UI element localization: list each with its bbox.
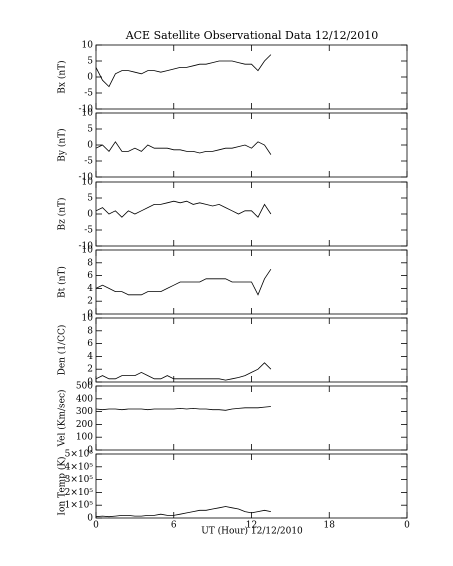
y-tick-label: 10 <box>82 41 94 51</box>
y-tick-label: -10 <box>79 105 94 115</box>
y-tick-label: -10 <box>79 242 94 252</box>
y-axis-label: Ion Temp (K) <box>57 456 68 515</box>
y-tick-label: 0 <box>87 73 93 83</box>
y-tick-label: 0 <box>87 378 93 388</box>
y-tick-label: 10 <box>82 314 94 324</box>
y-axis-label: By (nT) <box>57 128 68 161</box>
y-tick-label: 200 <box>76 420 93 430</box>
y-tick-label: 4 <box>87 284 93 294</box>
y-axis-label: Den (1/CC) <box>57 325 68 376</box>
y-tick-label: 500 <box>76 382 93 392</box>
y-tick-label: 2×10⁵ <box>65 488 94 498</box>
data-line <box>95 362 272 381</box>
y-tick-label: 1×10⁵ <box>65 501 94 511</box>
y-tick-label: 2 <box>87 365 93 375</box>
x-tick-label: 12 <box>246 521 257 531</box>
x-tick-label: 0 <box>404 521 410 531</box>
y-axis-label: Bx (nT) <box>57 60 68 93</box>
y-tick-label: 8 <box>87 258 93 268</box>
y-tick-label: 0 <box>87 141 93 151</box>
y-tick-label: 0 <box>87 446 93 456</box>
y-tick-label: 6 <box>87 339 93 349</box>
data-line <box>95 141 272 155</box>
y-tick-label: 5 <box>87 57 93 67</box>
y-tick-label: 400 <box>76 394 93 404</box>
y-axis-label: Bz (nT) <box>57 197 68 230</box>
chart-title: ACE Satellite Observational Data 12/12/2… <box>125 29 379 42</box>
y-tick-label: 10 <box>82 246 94 256</box>
y-tick-label: 6 <box>87 271 93 281</box>
plot-frame <box>95 44 408 110</box>
y-tick-label: -5 <box>84 89 93 99</box>
y-axis-label: Bt (nT) <box>57 266 68 298</box>
y-tick-label: -10 <box>79 173 94 183</box>
data-line <box>95 200 272 218</box>
plot-frame <box>95 453 408 519</box>
y-tick-label: 5×10⁵ <box>65 450 94 460</box>
y-tick-label: -5 <box>84 226 93 236</box>
data-line <box>95 268 272 296</box>
y-tick-label: 4 <box>87 352 93 362</box>
x-axis-label: UT (Hour) 12/12/2010 <box>201 526 303 537</box>
y-tick-label: 100 <box>76 433 93 443</box>
plot-frame <box>95 112 408 178</box>
y-axis-label: Vel (Km/sec) <box>57 389 68 447</box>
y-tick-label: 8 <box>87 326 93 336</box>
y-tick-label: 0 <box>87 310 93 320</box>
plot-frame <box>95 181 408 247</box>
y-tick-label: 0 <box>87 514 93 524</box>
y-tick-label: 5 <box>87 125 93 135</box>
y-tick-label: 4×10⁵ <box>65 462 94 472</box>
y-tick-label: -5 <box>84 157 93 167</box>
data-line <box>95 506 271 518</box>
data-line <box>95 406 271 411</box>
y-tick-label: 5 <box>87 194 93 204</box>
y-tick-label: 10 <box>82 178 94 188</box>
y-tick-label: 0 <box>87 210 93 220</box>
plot-frame <box>95 385 408 451</box>
data-line <box>95 54 272 88</box>
x-tick-label: 0 <box>93 521 99 531</box>
y-tick-label: 300 <box>76 407 93 417</box>
x-tick-label: 18 <box>324 521 336 531</box>
y-tick-label: 10 <box>82 109 94 119</box>
y-tick-label: 2 <box>87 297 93 307</box>
x-tick-label: 6 <box>171 521 177 531</box>
y-tick-label: 3×10⁵ <box>65 475 94 485</box>
